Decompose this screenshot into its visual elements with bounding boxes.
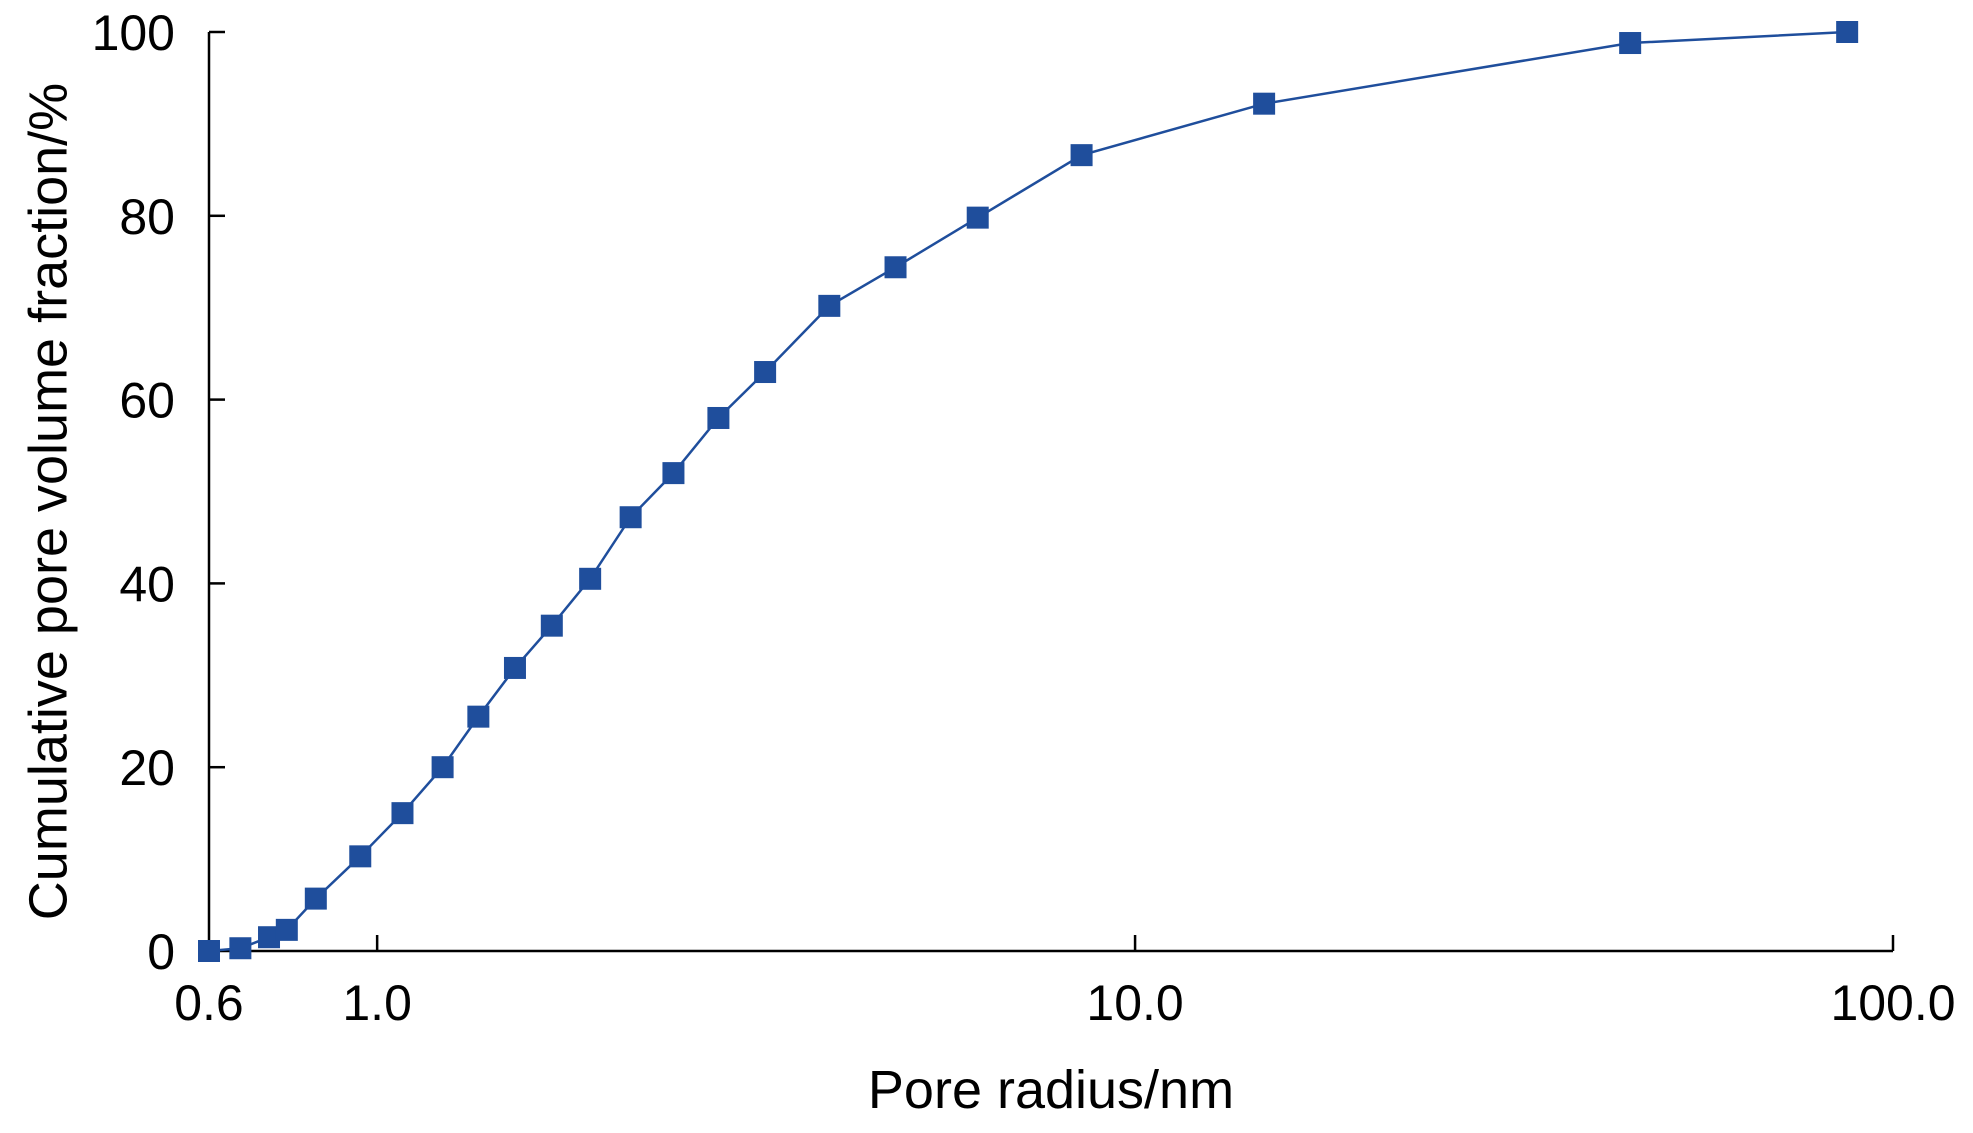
data-point-marker [540,614,563,637]
data-point-marker [662,462,685,485]
y-tick-label: 80 [119,189,175,245]
data-point-marker [431,756,454,779]
axes [207,32,1893,953]
data-point-marker [1253,92,1276,115]
data-point-marker [1836,21,1859,43]
y-tick-label: 20 [119,740,175,796]
data-point-marker [229,937,252,960]
data-point-marker [1619,32,1642,55]
data-point-marker [754,361,777,384]
data-point-marker [579,567,602,590]
x-tick-label: 0.6 [174,975,244,1031]
x-axis-title: Pore radius/nm [868,1060,1234,1120]
data-point-marker [818,294,841,317]
data-point-marker [966,206,989,229]
x-ticks: 0.6 1.0 10.0 100.0 [174,935,1956,1031]
data-point-marker [1070,144,1093,167]
x-tick-label: 1.0 [342,975,412,1031]
data-point-marker [884,256,907,279]
y-tick-label: 40 [119,556,175,612]
x-tick-label: 100.0 [1830,975,1955,1031]
data-point-marker [304,887,327,910]
y-tick-label: 60 [119,373,175,429]
data-point-marker [349,845,372,868]
series-line [208,30,1848,953]
data-point-marker [707,406,730,429]
series-layer [198,21,1859,962]
data-point-marker [619,506,642,529]
data-point-marker [198,940,220,962]
y-tick-label: 100 [92,5,175,61]
data-point-marker [391,802,414,825]
y-axis-title: Cumulative pore volume fraction/% [18,83,78,920]
y-tick-label: 0 [147,924,175,980]
data-point-marker [503,656,526,679]
data-point-marker [258,926,281,949]
data-point-marker [275,918,298,941]
y-ticks: 0 20 40 60 80 100 [92,5,225,980]
x-tick-label: 10.0 [1086,975,1183,1031]
data-point-marker [467,705,490,728]
